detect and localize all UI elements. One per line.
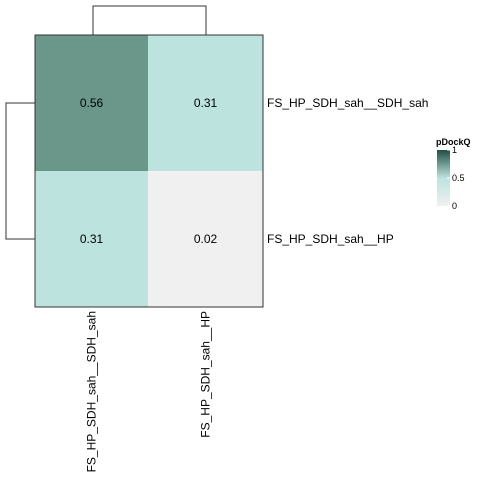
legend-title: pDockQ [436, 137, 471, 147]
heatmap-cell [35, 35, 148, 171]
row-dendrogram [5, 102, 35, 240]
heatmap-cells [35, 35, 263, 307]
column-labels: FS_HP_SDH_sah__SDH_sah FS_HP_SDH_sah__HP [85, 311, 213, 472]
color-legend: pDockQ 00.51 [436, 137, 471, 211]
row-dendrogram-branch [5, 102, 35, 240]
column-label: FS_HP_SDH_sah__HP [199, 311, 213, 438]
legend-color-bar [437, 150, 450, 206]
legend-ticks: 00.51 [447, 145, 465, 211]
cell-value-label: 0.31 [80, 232, 104, 246]
row-labels: FS_HP_SDH_sah__SDH_sah FS_HP_SDH_sah__HP [267, 96, 428, 246]
heatmap-border [34, 34, 264, 308]
legend-tick-label: 1 [452, 145, 457, 155]
row-label: FS_HP_SDH_sah__SDH_sah [267, 96, 428, 110]
column-label: FS_HP_SDH_sah__SDH_sah [85, 311, 99, 472]
heatmap-cell [148, 171, 263, 307]
legend-tick-label: 0 [452, 201, 457, 211]
cell-value-label: 0.56 [80, 96, 104, 110]
heatmap-cell [35, 171, 148, 307]
cell-value-label: 0.31 [194, 96, 218, 110]
legend-tick-label: 0.5 [452, 173, 465, 183]
row-label: FS_HP_SDH_sah__HP [267, 232, 394, 246]
column-dendrogram-branch [92, 5, 207, 35]
heatmap-cell [148, 35, 263, 171]
column-dendrogram [92, 5, 207, 35]
cell-value-label: 0.02 [194, 232, 218, 246]
cell-value-labels: 0.56 0.31 0.31 0.02 [80, 96, 218, 246]
